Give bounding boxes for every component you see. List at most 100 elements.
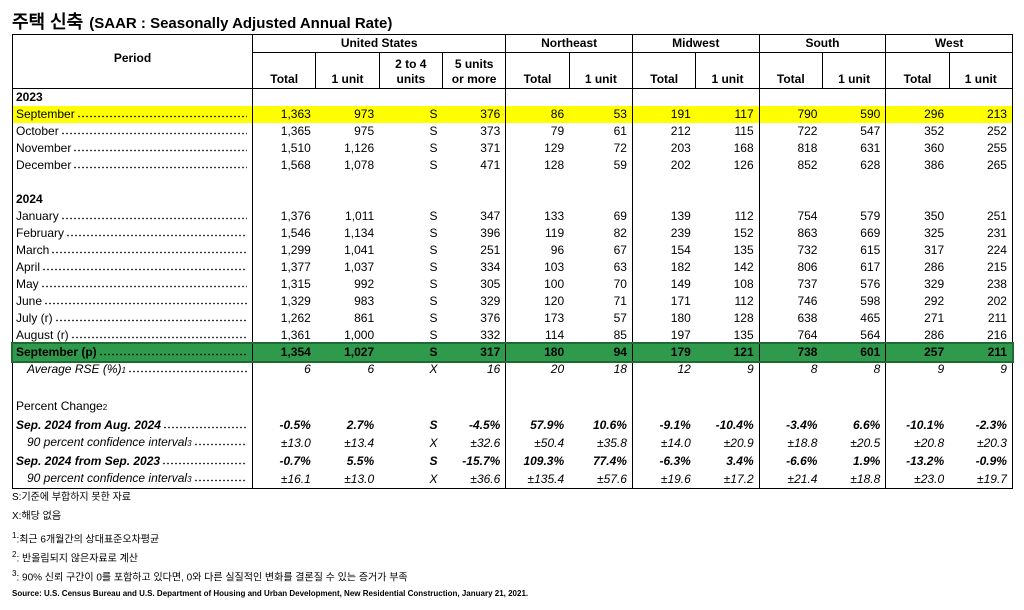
value-cell: 139 bbox=[631, 208, 696, 225]
spacer-row bbox=[13, 174, 1013, 191]
value-cell: X bbox=[429, 362, 438, 376]
data-row: January 1,376 1,011 S 347 133 69 139 112 754 579 35… bbox=[13, 208, 1013, 225]
value-cell: 975 bbox=[354, 124, 375, 138]
row-label: June bbox=[13, 293, 253, 310]
value-cell: 325 bbox=[885, 225, 950, 242]
data-row: July (r) 1,262 861 S 376 173 57 180 128 638 465 271… bbox=[13, 310, 1013, 327]
value-cell: 211 bbox=[987, 311, 1007, 325]
data-row: May 1,315 992 S 305 100 70 149 108 737 576 329 238 bbox=[13, 276, 1013, 293]
value-cell: -13.2% bbox=[885, 452, 950, 470]
footnote-ref: 1 bbox=[121, 365, 126, 375]
row-label: August (r) bbox=[13, 327, 253, 344]
leader-dots bbox=[70, 336, 247, 339]
empty-cell bbox=[822, 378, 885, 398]
empty-cell bbox=[949, 398, 1012, 416]
row-label: November bbox=[13, 140, 253, 157]
period-header: Period bbox=[12, 34, 253, 89]
leader-dots bbox=[73, 149, 247, 152]
empty-cell bbox=[885, 88, 950, 106]
value-cell: 376 bbox=[480, 107, 501, 121]
value-cell: 53 bbox=[613, 107, 627, 121]
label-wrap: Percent Change 2 bbox=[16, 399, 247, 415]
label-wrap: March bbox=[16, 243, 247, 258]
empty-cell bbox=[885, 174, 950, 191]
value-cell: S bbox=[429, 141, 438, 155]
value-cell: S bbox=[429, 260, 438, 274]
label-wrap: September (p) bbox=[16, 345, 247, 360]
empty-cell bbox=[822, 89, 885, 107]
value-cell: 94 bbox=[613, 345, 627, 359]
value-cell: 332 bbox=[480, 328, 501, 342]
value-cell: 1,041 bbox=[344, 243, 375, 257]
label-wrap: November bbox=[16, 141, 247, 156]
value-cell: S bbox=[429, 311, 438, 325]
value-cell: 216 bbox=[986, 328, 1007, 342]
row-label: April bbox=[13, 259, 253, 276]
value-cell: 1,363 bbox=[251, 106, 316, 123]
label-text: September (p) bbox=[16, 345, 97, 359]
value-cell: ±13.0 bbox=[344, 471, 375, 486]
empty-cell bbox=[316, 174, 379, 191]
empty-cell bbox=[631, 174, 696, 191]
empty-cell bbox=[758, 378, 823, 398]
title: 주택 신축 bbox=[12, 12, 84, 32]
value-cell: 350 bbox=[885, 208, 950, 225]
value-cell: 992 bbox=[354, 277, 375, 291]
value-cell: 86 bbox=[505, 106, 570, 123]
footnote-text: : 90% 신뢰 구간이 0를 포함하고 있다면, 0와 다른 실질적인 변화를… bbox=[16, 572, 408, 584]
value-cell: -9.1% bbox=[631, 416, 696, 434]
value-cell: -3.4% bbox=[758, 416, 823, 434]
value-cell: 628 bbox=[860, 158, 881, 172]
value-cell: 128 bbox=[733, 311, 754, 325]
value-cell: 861 bbox=[354, 311, 375, 325]
value-cell: 638 bbox=[758, 310, 823, 327]
value-cell: S bbox=[429, 158, 438, 172]
value-cell: 82 bbox=[613, 226, 627, 240]
empty-cell bbox=[631, 88, 696, 106]
value-cell: -15.7% bbox=[462, 453, 501, 468]
empty-cell bbox=[949, 174, 1012, 191]
value-cell: -4.5% bbox=[468, 417, 501, 432]
value-cell: 168 bbox=[733, 141, 754, 155]
value-cell: 738 bbox=[758, 344, 823, 361]
section-row: Percent Change 2 bbox=[13, 398, 1013, 416]
header-row: Total 1 unit 2 to 4 units 5 units or more To… bbox=[13, 52, 1013, 89]
column-header: Total bbox=[505, 52, 570, 89]
value-cell: 1.9% bbox=[852, 453, 881, 468]
column-header: Total bbox=[251, 52, 317, 89]
footnote-text: X:해당 없음 bbox=[12, 511, 62, 522]
leader-dots bbox=[162, 461, 247, 465]
empty-cell bbox=[822, 398, 885, 416]
value-cell: 8 bbox=[758, 361, 823, 378]
value-cell: 238 bbox=[986, 277, 1007, 291]
value-cell: 114 bbox=[505, 327, 570, 344]
value-cell: 239 bbox=[631, 225, 696, 242]
value-cell: 70 bbox=[613, 277, 627, 291]
empty-cell bbox=[822, 174, 885, 191]
value-cell: 154 bbox=[631, 242, 696, 259]
empty-cell bbox=[696, 398, 759, 416]
value-cell: S bbox=[429, 345, 438, 359]
empty-cell bbox=[442, 191, 505, 208]
value-cell: 67 bbox=[613, 243, 627, 257]
value-cell: 973 bbox=[354, 107, 375, 121]
label-wrap: August (r) bbox=[16, 328, 247, 343]
empty-cell bbox=[251, 191, 316, 208]
label-text: 2024 bbox=[16, 192, 43, 206]
label-wrap: 2024 bbox=[16, 192, 247, 207]
data-row: August (r) 1,361 1,000 S 332 114 85 197 135 764 56… bbox=[13, 327, 1013, 344]
value-cell: 212 bbox=[631, 123, 696, 140]
value-cell: 1,011 bbox=[345, 209, 375, 223]
row-label: 90 percent confidence interval 3 bbox=[13, 434, 253, 452]
label-text: 2023 bbox=[16, 90, 43, 104]
leader-dots bbox=[76, 115, 247, 118]
value-cell: 471 bbox=[480, 158, 501, 172]
leader-dots bbox=[60, 132, 247, 135]
empty-cell bbox=[631, 378, 696, 398]
label-text: Average RSE (%) bbox=[27, 361, 122, 376]
footnote: 2: 반올림되지 않은자료로 계산 bbox=[12, 545, 408, 564]
value-cell: 5.5% bbox=[346, 453, 375, 468]
value-cell: 10.6% bbox=[592, 417, 627, 432]
table-body: 2023 September 1,363 973 S 376 86 53 191 117 790 59… bbox=[10, 88, 1015, 489]
value-cell: 213 bbox=[986, 107, 1007, 121]
